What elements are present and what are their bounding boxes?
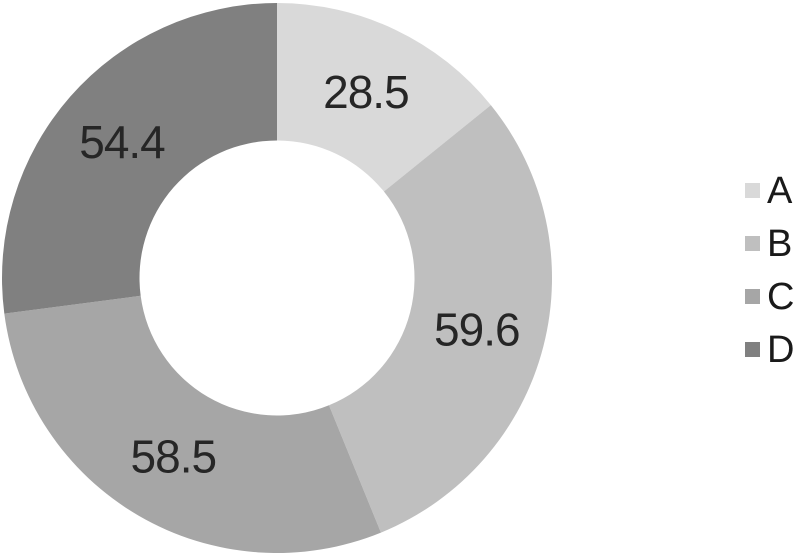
legend-label-c: C <box>767 275 795 318</box>
legend-swatch-b <box>745 236 760 251</box>
legend-item-a: A <box>745 164 794 217</box>
legend-item-d: D <box>745 323 794 376</box>
legend-item-b: B <box>745 217 794 270</box>
donut-slice-d <box>1 3 278 314</box>
legend-item-c: C <box>745 270 794 323</box>
legend-swatch-c <box>745 289 760 304</box>
legend-label-b: B <box>767 222 793 265</box>
legend-swatch-d <box>745 342 760 357</box>
donut-slice-b <box>328 105 553 533</box>
chart-legend: A B C D <box>745 164 794 376</box>
slice-label-c: 58.5 <box>131 430 217 482</box>
slice-label-a: 28.5 <box>323 66 409 118</box>
slice-label-d: 54.4 <box>79 116 165 168</box>
legend-label-a: A <box>767 169 793 212</box>
legend-swatch-a <box>745 183 760 198</box>
donut-slice-c <box>4 295 381 554</box>
legend-label-d: D <box>767 328 795 371</box>
donut-slice-a <box>277 3 491 192</box>
slice-label-b: 59.6 <box>434 303 520 355</box>
